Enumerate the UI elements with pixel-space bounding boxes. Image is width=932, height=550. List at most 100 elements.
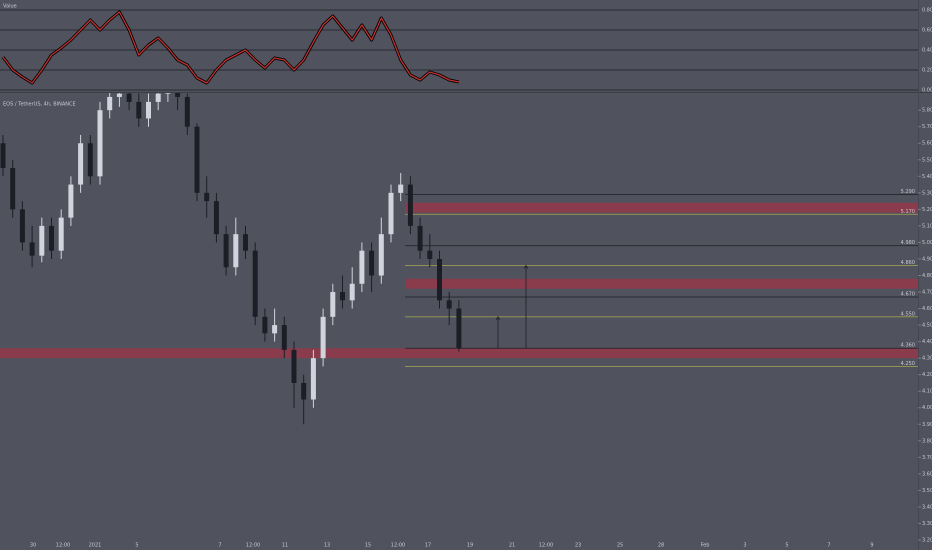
candle-body	[175, 93, 181, 97]
y-tick-label: 4.100	[922, 389, 932, 395]
x-tick-label: 3	[743, 543, 746, 549]
y-tick-label: 4.800	[922, 273, 932, 279]
x-tick-label: 5	[785, 543, 788, 549]
level-label: 4.250	[901, 361, 915, 367]
y-tick-label: 5.300	[922, 190, 932, 196]
y-tick-label: 3.400	[922, 504, 932, 510]
candle-body	[107, 96, 113, 111]
x-tick-label: 5	[135, 543, 138, 549]
candle-body	[272, 325, 278, 334]
x-tick-label: Feb	[701, 543, 710, 549]
candle-body	[204, 192, 210, 202]
level-label: 4.360	[901, 343, 915, 349]
arrow-head	[523, 264, 529, 269]
zone	[0, 348, 918, 359]
x-tick-label: 9	[870, 543, 873, 549]
candle-body	[49, 225, 54, 251]
candle-body	[262, 316, 268, 334]
level-label: 4.980	[901, 240, 915, 246]
candle-body	[349, 283, 355, 301]
candle-body	[320, 316, 326, 359]
candle-body	[388, 192, 394, 235]
candle-body	[165, 93, 171, 94]
candle-body	[407, 184, 413, 226]
x-tick-label: 13	[324, 543, 330, 549]
candle-body	[437, 258, 442, 301]
x-tick-label: 12:00	[246, 543, 260, 549]
zone	[405, 278, 918, 289]
candle-body	[29, 242, 35, 256]
y-tick-label: 4.200	[922, 372, 932, 378]
y-tick-label: 4.700	[922, 290, 932, 296]
chart-title: EOS / TetherUS, 4h, BINANCE	[3, 102, 76, 108]
y-tick-label: 0.80	[922, 8, 932, 14]
y-tick-label: 3.500	[922, 488, 932, 494]
arrow-head	[495, 316, 501, 321]
candle-body	[223, 234, 229, 268]
y-tick-label: 0.20	[922, 68, 932, 74]
x-tick-label: 12:00	[539, 543, 553, 549]
candle-body	[126, 93, 132, 102]
x-tick-label: 25	[617, 543, 623, 549]
candle-body	[310, 358, 316, 400]
candle-body	[330, 292, 336, 317]
y-tick-label: 4.900	[922, 256, 932, 262]
candle-body	[58, 217, 64, 251]
candle-body	[68, 184, 74, 218]
candle-body	[252, 250, 258, 317]
x-tick-label: 15	[365, 543, 371, 549]
y-tick-label: 5.500	[922, 157, 932, 163]
y-tick-label: 3.900	[922, 422, 932, 428]
candle-body	[243, 234, 248, 251]
x-tick-label: 28	[658, 543, 664, 549]
candle-body	[281, 325, 287, 350]
y-tick-label: 5.000	[922, 240, 932, 246]
candle-body	[378, 234, 384, 276]
oscillator-title: Value	[3, 4, 17, 10]
x-tick-label: 7	[827, 543, 830, 549]
y-tick-label: 4.600	[922, 306, 932, 312]
level-label: 4.860	[901, 260, 915, 266]
candle-body	[87, 143, 93, 177]
candle-body	[359, 250, 365, 284]
candle-body	[194, 126, 200, 193]
y-tick-label: 4.400	[922, 339, 932, 345]
y-tick-label: 4.500	[922, 323, 932, 329]
level-label: 5.290	[901, 189, 915, 195]
y-tick-label: 0.00	[922, 88, 932, 94]
main-pane: 5.290 5.170 4.980 4.860 4.670 4.550 4.360 4.250	[0, 93, 918, 425]
x-tick-label: 7	[218, 543, 221, 549]
candle-body	[233, 234, 239, 268]
x-tick-label: 30	[30, 543, 36, 549]
y-tick-label: 3.700	[922, 455, 932, 461]
candle-body	[78, 143, 84, 185]
candle-body	[136, 101, 142, 119]
candle-body	[301, 382, 307, 400]
candle-body	[184, 96, 190, 127]
x-tick-label: 12:00	[56, 543, 70, 549]
level-label: 4.550	[901, 311, 915, 317]
y-tick-label: 5.200	[922, 207, 932, 213]
y-tick-label: 3.600	[922, 471, 932, 477]
candle-body	[0, 143, 6, 169]
candle-body	[39, 225, 45, 256]
level-label: 5.170	[901, 209, 915, 215]
y-tick-label: 4.300	[922, 356, 932, 362]
x-tick-label: 21	[509, 543, 515, 549]
candle-body	[291, 349, 297, 383]
candle-body	[340, 292, 345, 301]
x-tick-label: 17	[425, 543, 431, 549]
y-tick-label: 5.100	[922, 223, 932, 229]
x-tick-label: 2021	[89, 543, 102, 549]
candle-body	[97, 110, 103, 177]
y-tick-label: 0.40	[922, 48, 932, 54]
x-tick-label: 12:00	[391, 543, 405, 549]
candle-body	[446, 300, 452, 309]
candle-body	[146, 101, 151, 119]
x-tick-label: 19	[467, 543, 473, 549]
y-tick-label: 5.700	[922, 124, 932, 130]
y-tick-label: 3.800	[922, 438, 932, 444]
candle-body	[213, 201, 219, 235]
y-tick-label: 0.60	[922, 28, 932, 34]
